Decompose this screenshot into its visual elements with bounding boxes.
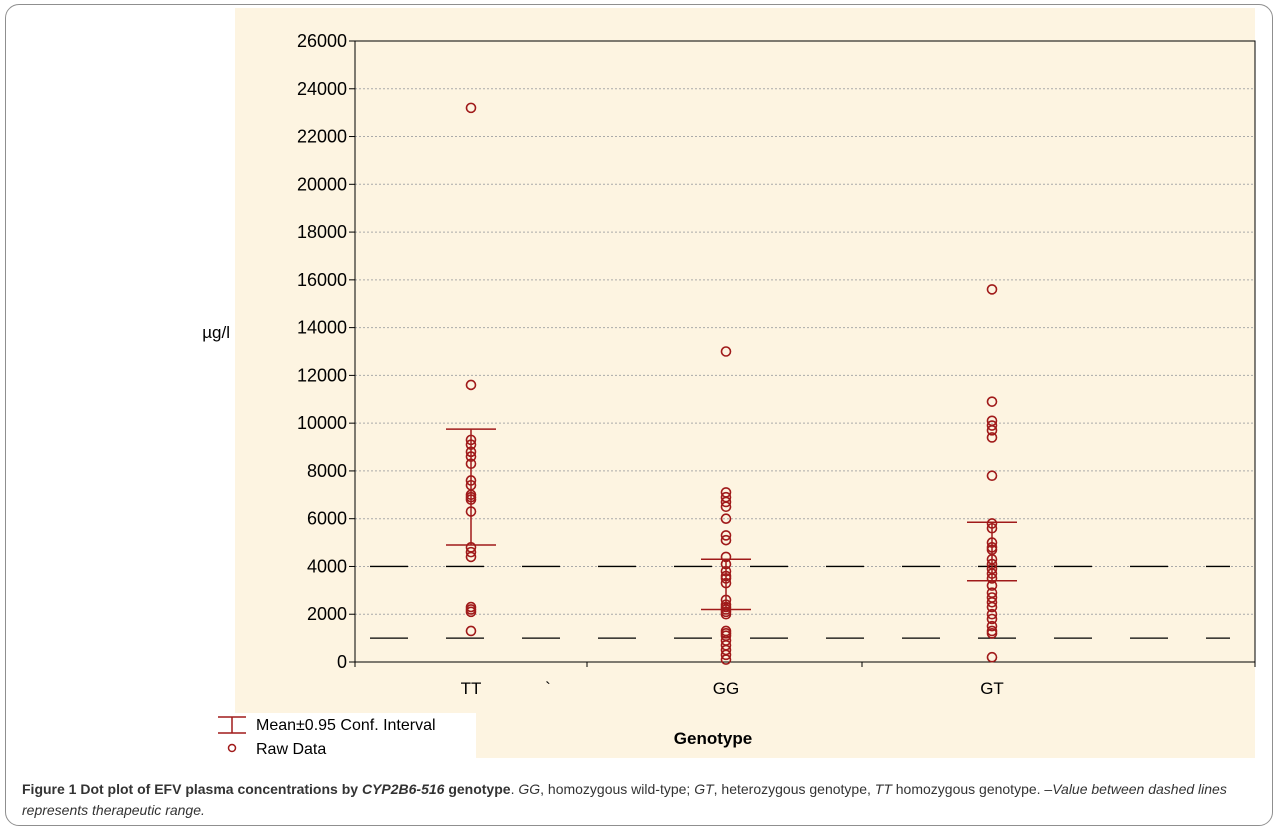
data-point-tt: [465, 458, 477, 470]
data-point-tt: [465, 546, 477, 558]
data-point-tt: [465, 102, 477, 114]
data-point-tt: [465, 494, 477, 505]
data-point-gt: [986, 613, 998, 625]
data-point-tt: [465, 625, 477, 637]
data-point-tt: [465, 439, 477, 450]
data-point-gg: [720, 551, 732, 563]
data-point-gt: [986, 284, 998, 295]
y-tick-label: 16000: [297, 270, 347, 290]
caption-abbr-gg: GG: [518, 781, 541, 797]
data-point-gt: [986, 396, 998, 407]
data-point-tt: [465, 475, 477, 486]
legend-label-mean-ci: Mean±0.95 Conf. Interval: [256, 717, 436, 734]
gridlines: [355, 88, 1255, 615]
data-point-gt: [986, 651, 998, 663]
data-point-gg: [720, 501, 732, 513]
y-axis-label: µg/l: [202, 323, 230, 342]
legend-label-raw-data: Raw Data: [256, 741, 326, 758]
data-point-tt: [465, 506, 477, 517]
reference-dashed-lines: [370, 565, 1230, 639]
data-point-gt: [986, 596, 998, 608]
data-point-gg: [720, 608, 732, 620]
y-tick-label: 14000: [297, 318, 347, 338]
data-point-gg: [720, 654, 732, 665]
data-point-gt: [986, 425, 998, 436]
data-point-tt: [465, 606, 477, 618]
y-tick-label: 6000: [307, 509, 347, 529]
caption-text-gg: , homozygous wild-type;: [540, 781, 695, 797]
x-axis-ticks: TT GG GT: [354, 662, 1256, 698]
x-tick-label-gt: GT: [980, 679, 1004, 698]
data-point-gt: [986, 580, 998, 591]
data-point-tt: [465, 446, 477, 458]
data-point-gt: [986, 568, 998, 579]
legend-circle-symbol: [227, 743, 237, 753]
data-point-gt: [986, 518, 998, 529]
data-point-gg: [720, 346, 732, 357]
data-point-gt: [986, 432, 998, 443]
data-point-gg: [720, 513, 732, 524]
caption-text-gt: , heterozygous genotype,: [713, 781, 875, 797]
y-tick-label: 12000: [297, 365, 347, 385]
data-point-gg: [720, 534, 732, 546]
legend: Mean±0.95 Conf. Interval Raw Data: [206, 713, 476, 759]
chart-panel-background: [235, 8, 1255, 758]
data-point-tt: [465, 551, 477, 563]
caption-note: Value between dashed lines represents th…: [22, 781, 1227, 818]
data-point-tt: [465, 434, 477, 446]
data-point-gt: [986, 537, 998, 548]
data-point-gt: [986, 628, 998, 639]
y-tick-label: 18000: [297, 222, 347, 242]
data-point-gt: [986, 620, 998, 632]
figure-caption: Figure 1 Dot plot of EFV plasma concentr…: [22, 779, 1262, 821]
y-tick-label: 26000: [297, 31, 347, 51]
data-point-gg: [720, 558, 732, 570]
x-tick-label-gg: GG: [713, 679, 739, 698]
data-point-tt: [465, 379, 477, 391]
figure-frame: [5, 4, 1273, 826]
caption-text-tt: homozygous genotype. –: [891, 781, 1053, 797]
plot-area-border: [354, 40, 1256, 663]
caption-sep: .: [510, 781, 519, 797]
data-point-gg: [720, 573, 732, 584]
caption-lead-a: Figure 1 Dot plot of EFV plasma concentr…: [22, 781, 362, 797]
legend-box: [206, 713, 476, 759]
data-point-gt: [986, 420, 998, 431]
caption-abbr-tt: TT: [874, 781, 892, 797]
data-point-gg: [720, 565, 732, 577]
raw-data-points: [465, 102, 998, 665]
y-tick-label: 20000: [297, 174, 347, 194]
data-point-gg: [720, 577, 732, 589]
caption-abbr-gt: GT: [694, 781, 714, 797]
caption-lead-b: genotype: [444, 781, 511, 797]
y-tick-label: 22000: [297, 127, 347, 147]
data-point-gt: [986, 522, 998, 534]
y-axis-ticks: 0 2000 4000 6000 8000 10000 12000 14000 16000 180…: [297, 31, 355, 672]
y-tick-label: 10000: [297, 413, 347, 433]
x-tick-label-tt: TT: [461, 679, 482, 698]
legend-errorbar-symbol: [218, 716, 246, 734]
data-point-gg: [720, 649, 732, 661]
data-point-gt: [986, 470, 998, 482]
stray-backtick-mark: `: [545, 679, 551, 698]
data-point-gg: [720, 496, 732, 508]
data-point-gt: [986, 608, 998, 620]
y-tick-label: 0: [337, 652, 347, 672]
data-point-gt: [986, 601, 998, 613]
x-axis-label: Genotype: [674, 729, 752, 748]
y-tick-label: 8000: [307, 461, 347, 481]
caption-gene-name: CYP2B6-516: [361, 781, 445, 797]
data-point-gt: [986, 573, 998, 584]
y-tick-label: 24000: [297, 79, 347, 99]
data-point-tt: [465, 451, 477, 462]
caption-gene: CYP2B6-516: [362, 781, 445, 797]
y-tick-label: 2000: [307, 604, 347, 624]
data-point-gg: [720, 530, 732, 541]
y-tick-label: 4000: [307, 556, 347, 576]
